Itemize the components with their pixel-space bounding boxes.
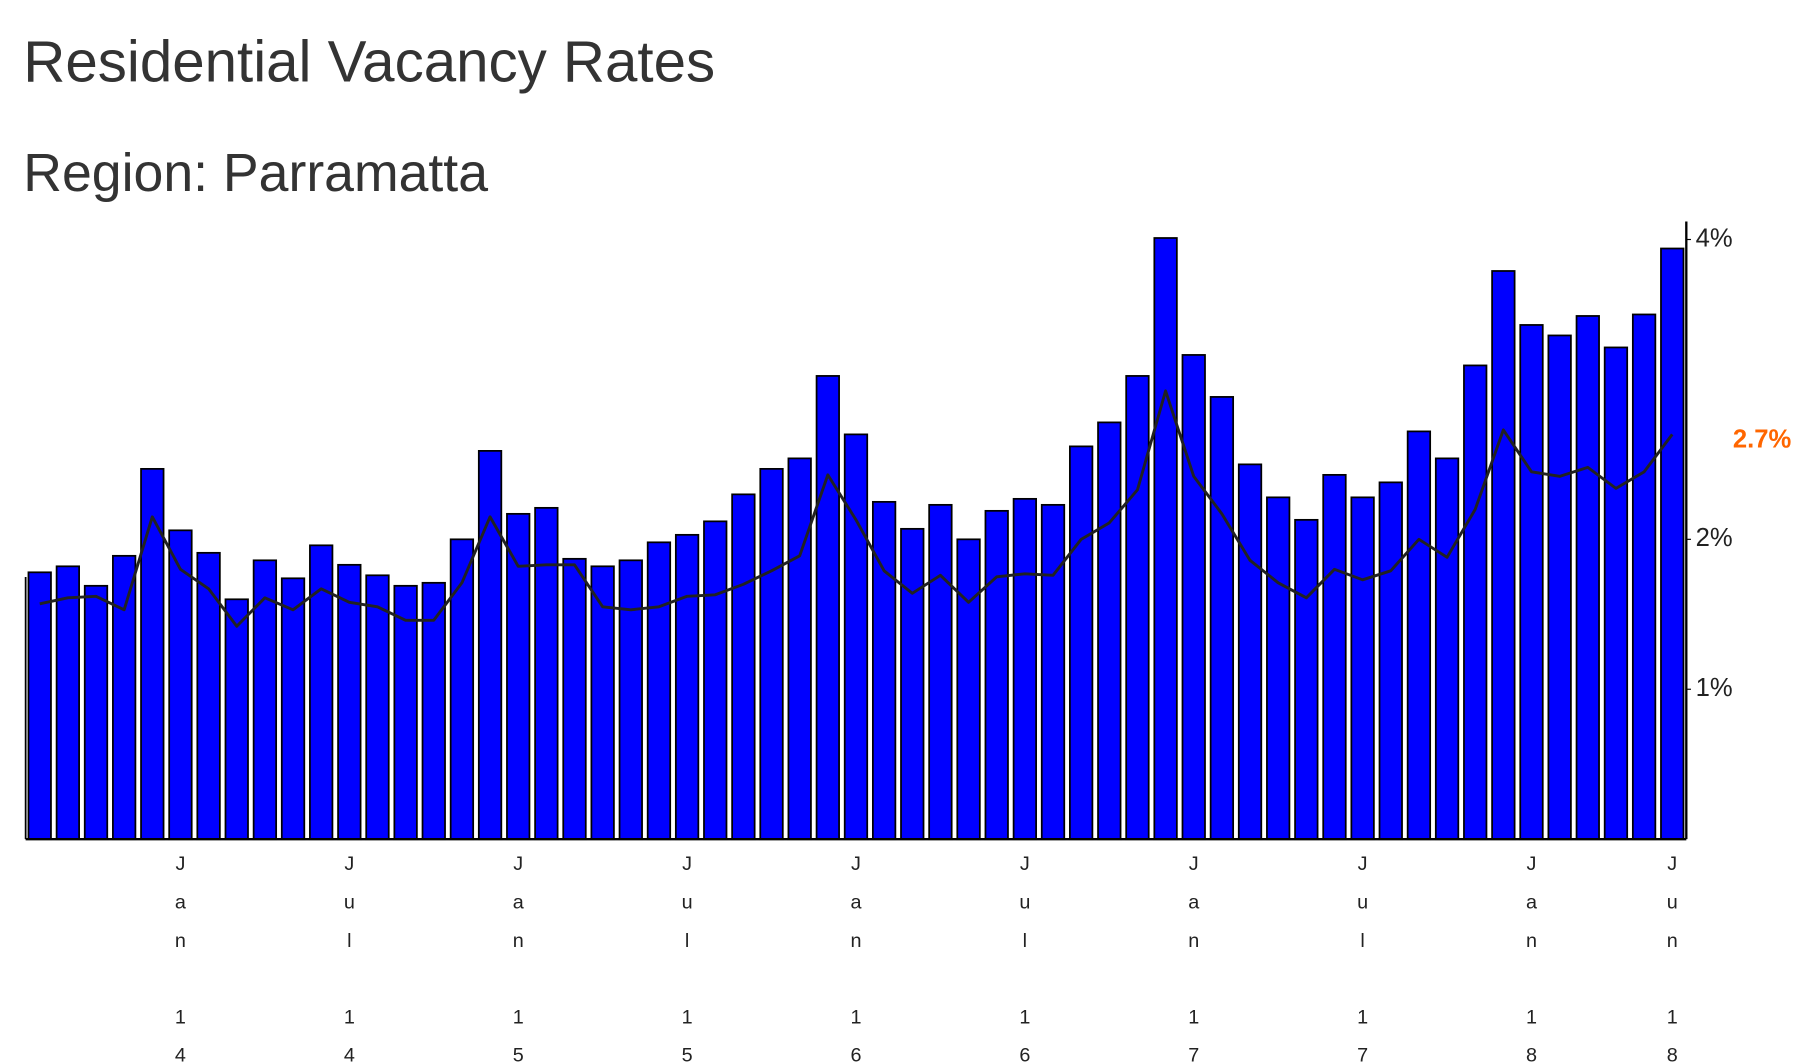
bar (928, 503, 953, 841)
bar (703, 520, 728, 841)
chart-title: Residential Vacancy Rates (23, 30, 715, 95)
bar (562, 557, 587, 841)
bar (168, 529, 193, 841)
x-tick-label: Jul 16 (1014, 853, 1036, 1063)
bar (1125, 375, 1150, 841)
bar (1012, 497, 1037, 841)
bar (1209, 396, 1235, 841)
line (39, 389, 1674, 628)
bar (1434, 457, 1460, 841)
bar (871, 500, 897, 841)
x-tick-label: Jan 18 (1521, 853, 1543, 1063)
x-tick-label: Jan 16 (845, 853, 867, 1063)
bar (1575, 315, 1600, 841)
bar (759, 467, 784, 841)
bar (224, 598, 249, 841)
bar (393, 584, 418, 841)
bar (956, 538, 981, 841)
x-tick-label: Jul 15 (676, 853, 698, 1063)
bar (1097, 421, 1122, 841)
bar (984, 509, 1009, 841)
x-tick-label: Jun 18 (1661, 853, 1683, 1063)
y-tick-label: 1% (1696, 674, 1733, 702)
bar (1631, 313, 1657, 841)
bar (1547, 334, 1572, 841)
bar (674, 533, 700, 841)
bar (1040, 503, 1066, 841)
bar (1350, 496, 1375, 841)
bar (731, 493, 756, 841)
bar (112, 554, 137, 841)
x-tick-label: Jan 17 (1183, 853, 1205, 1063)
bar (1603, 346, 1629, 841)
bar (1519, 324, 1544, 841)
bar (1463, 364, 1488, 841)
x-tick-label: Jul 17 (1352, 853, 1374, 1063)
bar (1660, 247, 1685, 841)
bar (196, 551, 221, 841)
bar (1069, 445, 1094, 841)
bar (1181, 354, 1206, 841)
bar (365, 574, 390, 841)
bar (843, 433, 869, 841)
x-tick-label: Jul 14 (338, 853, 360, 1063)
y-tick-label: 2% (1696, 524, 1733, 552)
bar (815, 375, 840, 841)
bar (646, 541, 672, 841)
bar (477, 450, 503, 841)
bar (1491, 270, 1516, 841)
bar (280, 577, 306, 841)
bar (1378, 481, 1403, 841)
bar (1406, 430, 1432, 841)
bar (1322, 473, 1347, 841)
bar (140, 467, 165, 841)
bar (506, 512, 531, 841)
bar (1237, 463, 1263, 841)
chart-subtitle: Region: Parramatta (23, 143, 488, 203)
bar (534, 506, 559, 841)
bar (55, 565, 80, 841)
bar (1266, 496, 1291, 841)
bar (337, 563, 362, 841)
bar (83, 584, 109, 841)
bar (900, 527, 925, 841)
y-tick-label: 4% (1696, 224, 1733, 252)
x-tick-label: Jan 14 (169, 853, 191, 1063)
bar (1294, 518, 1319, 841)
bar (618, 559, 643, 841)
bar (787, 457, 812, 841)
x-tick-label: Jan 15 (507, 853, 529, 1063)
bar (27, 571, 52, 841)
annotation: 2.7% (1733, 425, 1792, 453)
bar (1153, 237, 1178, 841)
